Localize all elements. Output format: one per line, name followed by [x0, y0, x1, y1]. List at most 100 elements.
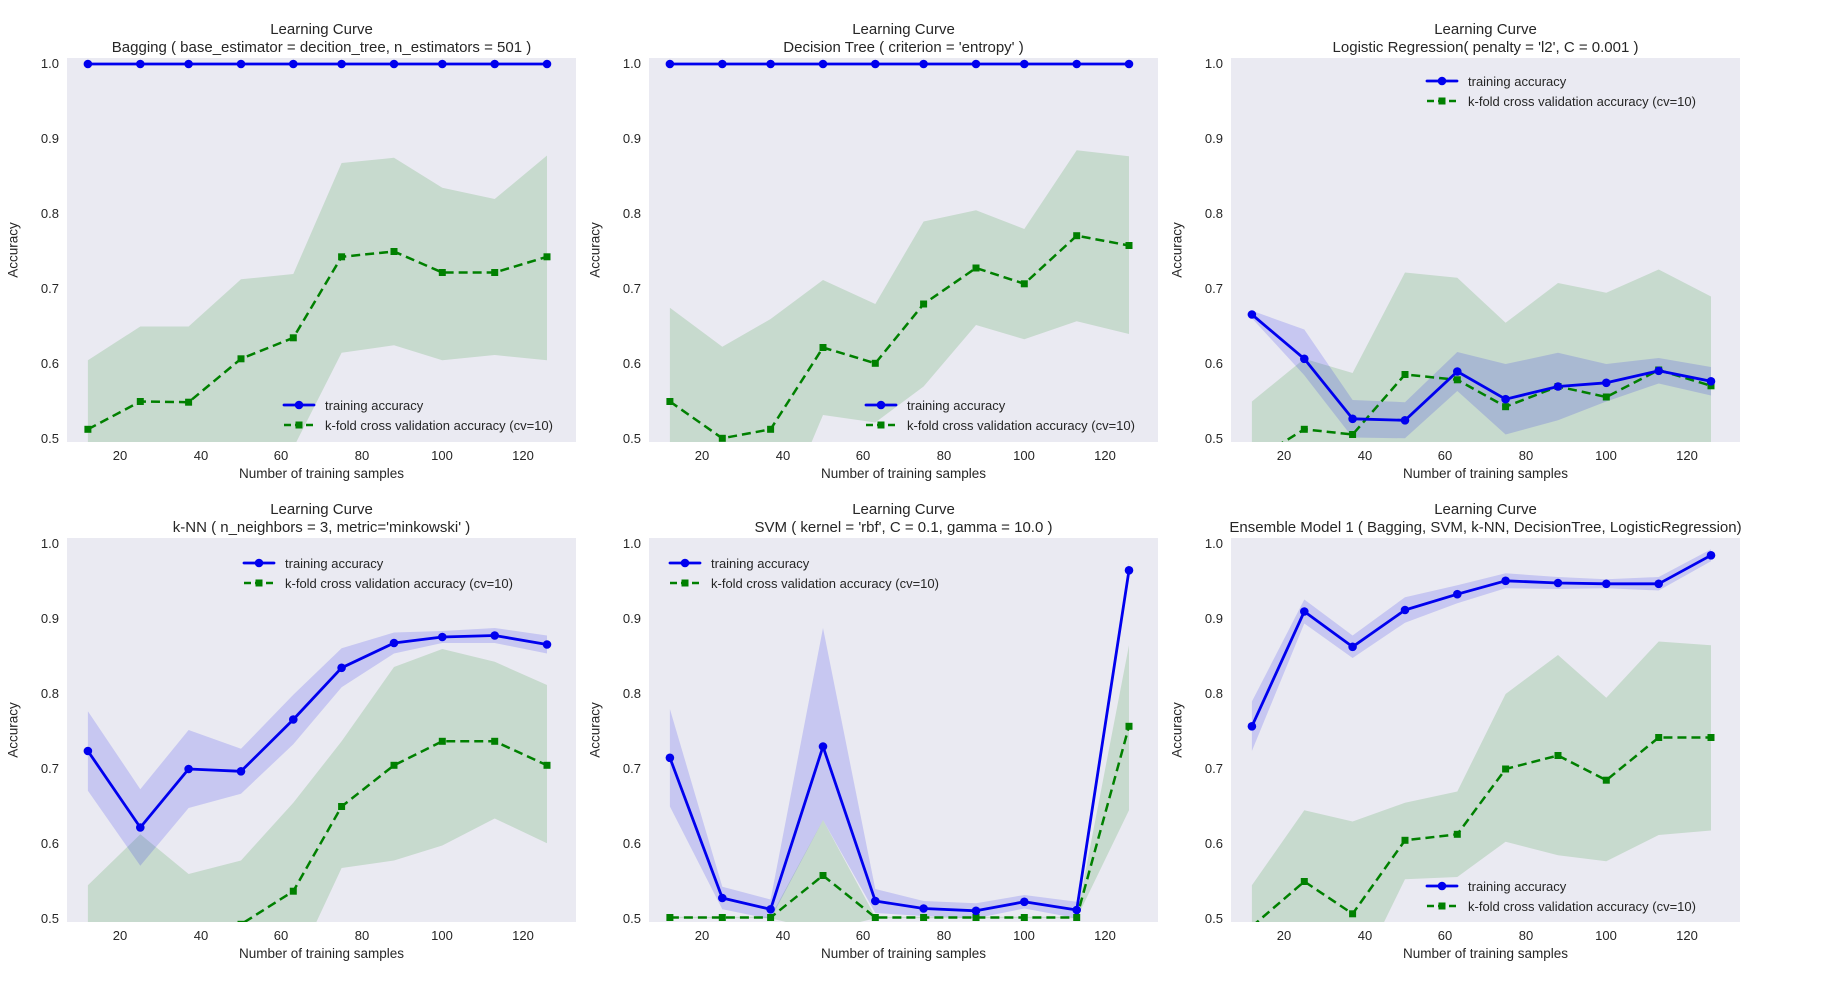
legend-label: training accuracy — [1468, 878, 1567, 894]
cv-marker — [920, 300, 928, 308]
y-tick-label: 0.8 — [1204, 686, 1223, 701]
y-tick-label: 0.6 — [1204, 356, 1223, 371]
training-marker — [1072, 905, 1081, 915]
legend-marker-training — [1437, 76, 1447, 86]
training-marker — [1072, 59, 1081, 69]
legend-sample-cv — [244, 579, 274, 587]
y-tick-label: 0.9 — [1204, 131, 1223, 146]
x-tick-label: 120 — [1094, 448, 1116, 463]
training-marker — [665, 59, 675, 69]
cv-marker — [438, 737, 446, 745]
training-marker — [542, 59, 552, 69]
legend-item-training: training accuracy — [1425, 878, 1566, 894]
cv-marker — [1073, 914, 1081, 921]
cv-marker — [666, 914, 674, 921]
legend-item-training: training accuracy — [282, 397, 423, 413]
cv-accuracy-line — [669, 234, 1130, 440]
x-tick-label: 120 — [1094, 928, 1116, 943]
x-tick-label: 60 — [273, 928, 289, 943]
cv-marker — [1707, 382, 1715, 390]
plot-area — [67, 58, 576, 442]
training-marker — [389, 59, 399, 69]
training-marker — [971, 906, 981, 916]
training-marker — [1400, 416, 1410, 425]
legend-marker-training — [294, 400, 304, 410]
training-marker — [718, 59, 727, 69]
legend-marker-cv — [877, 421, 885, 429]
training-marker — [766, 59, 775, 69]
training-marker — [1706, 377, 1716, 386]
training-marker — [718, 893, 727, 903]
x-tick-label: 60 — [273, 448, 289, 463]
legend-sample-train — [864, 400, 898, 410]
cv-band — [87, 649, 547, 922]
y-tick-label: 0.9 — [40, 131, 59, 146]
training-marker — [1247, 310, 1257, 319]
training-marker — [818, 742, 828, 751]
legend-item-cv: k-fold cross validation accuracy (cv=10) — [1425, 898, 1696, 914]
cv-marker — [1502, 765, 1510, 773]
training-marker — [184, 59, 193, 69]
chart-title: Learning Curve — [270, 21, 373, 38]
training-marker — [1348, 414, 1357, 424]
y-tick-label: 0.6 — [40, 836, 59, 851]
training-marker — [1124, 566, 1134, 575]
training-marker — [1553, 578, 1563, 588]
y-tick-label: 0.7 — [40, 761, 59, 776]
chart-subtitle: Ensemble Model 1 ( Bagging, SVM, k-NN, D… — [1229, 519, 1742, 536]
legend-label: k-fold cross validation accuracy (cv=10) — [1468, 93, 1696, 109]
x-tick-label: 60 — [855, 928, 871, 943]
training-marker — [919, 904, 928, 913]
x-tick-label: 80 — [1518, 928, 1534, 943]
chart-title: Learning Curve — [852, 21, 955, 38]
y-axis-label: Accuracy — [587, 702, 603, 758]
training-accuracy-line — [668, 568, 1131, 913]
training-marker — [184, 764, 193, 774]
cv-band — [87, 155, 547, 442]
legend-sample-train — [1425, 76, 1459, 86]
axes-background — [67, 538, 576, 922]
y-axis-label: Accuracy — [5, 702, 21, 758]
y-tick-label: 0.9 — [622, 131, 641, 146]
training-band — [87, 628, 548, 866]
x-tick-label: 60 — [855, 448, 871, 463]
training-marker — [83, 746, 93, 756]
axes-background — [67, 58, 576, 442]
training-marker — [1020, 897, 1029, 907]
y-tick-label: 0.7 — [1204, 761, 1223, 776]
cv-marker — [1707, 734, 1715, 741]
cv-marker — [972, 914, 980, 921]
x-tick-label: 100 — [1013, 448, 1035, 463]
training-marker — [1706, 551, 1716, 560]
cv-accuracy-line — [669, 725, 1131, 919]
legend-sample-cv — [866, 421, 896, 429]
legend-item-training: training accuracy — [668, 555, 809, 571]
training-band — [1251, 549, 1711, 751]
y-tick-label: 0.8 — [40, 686, 59, 701]
training-marker — [337, 663, 346, 673]
cv-marker — [1020, 914, 1028, 921]
legend-label: k-fold cross validation accuracy (cv=10) — [285, 575, 513, 591]
cv-band — [1251, 269, 1711, 442]
training-marker — [1501, 394, 1510, 404]
cv-marker — [136, 398, 144, 405]
training-marker — [1654, 366, 1663, 376]
training-marker — [919, 59, 928, 69]
cv-marker — [1401, 836, 1409, 844]
training-marker — [337, 59, 346, 69]
cv-marker — [1125, 722, 1133, 730]
cv-marker — [1300, 878, 1308, 885]
y-tick-label: 1.0 — [622, 536, 641, 551]
legend-label: training accuracy — [325, 397, 424, 413]
training-accuracy-line — [86, 634, 549, 829]
x-tick-label: 20 — [694, 448, 710, 463]
training-marker — [438, 59, 447, 69]
cv-marker — [289, 887, 297, 895]
x-tick-label: 20 — [694, 928, 710, 943]
chart-subtitle: Bagging ( base_estimator = decition_tree… — [111, 39, 532, 56]
subplot-logistic-regression: Learning Curve Logistic Regression( penal… — [1170, 21, 1740, 481]
y-tick-label: 0.9 — [1204, 611, 1223, 626]
x-tick-label: 120 — [1676, 448, 1698, 463]
training-marker — [1124, 59, 1134, 69]
y-tick-label: 0.7 — [40, 281, 59, 296]
